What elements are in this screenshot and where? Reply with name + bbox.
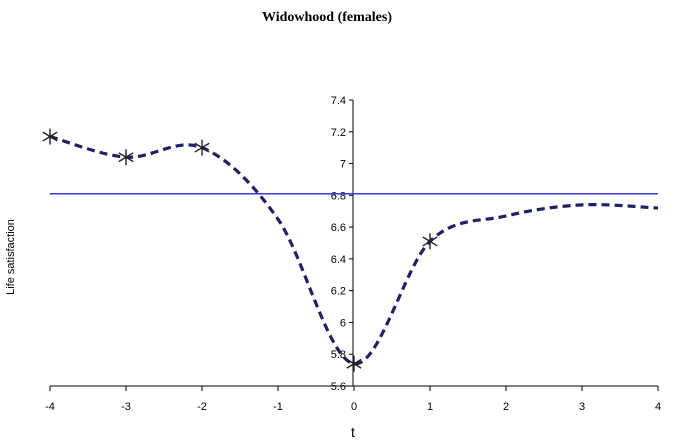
series-line (49, 135, 659, 366)
marker-stroke (194, 142, 210, 153)
marker-stroke (346, 358, 362, 369)
series-marker (422, 233, 438, 250)
x-tick-label: -2 (197, 401, 207, 413)
y-tick-label: 6.8 (331, 190, 346, 202)
marker-stroke (422, 236, 438, 247)
y-tick-label: 6 (340, 317, 346, 329)
y-tick-label: 7 (340, 159, 346, 171)
x-tick-label: -4 (45, 401, 55, 413)
x-tick-label: 4 (655, 401, 661, 413)
x-tick-label: 0 (351, 401, 357, 413)
chart-title: Widowhood (females) (262, 10, 392, 25)
series-marker (42, 128, 58, 145)
axes: -4 -3 -2 -1 0 1 2 3 4 5.6 5.8 6 6.2 6.4 6.6 6.8 7 7.2 7.4 (45, 95, 661, 413)
x-tick-label: 2 (503, 401, 509, 413)
x-tick-label: 1 (427, 401, 433, 413)
marker-stroke (42, 131, 58, 142)
series-marker (346, 355, 362, 372)
series-marker (194, 139, 210, 156)
x-tick-label: -1 (273, 401, 283, 413)
x-tick-label: 3 (579, 401, 585, 413)
y-tick-label: 7.2 (331, 127, 346, 139)
y-axis-title: Life satisfaction (5, 219, 17, 295)
marker-stroke (118, 152, 134, 163)
y-tick-label: 5.8 (331, 349, 346, 361)
x-axis-title: t (351, 424, 355, 440)
series-layer (49, 135, 659, 366)
y-tick-label: 6.6 (331, 222, 346, 234)
y-tick-label: 5.6 (331, 381, 346, 393)
y-tick-label: 6.4 (331, 254, 346, 266)
y-tick-label: 7.4 (331, 95, 346, 107)
y-tick-label: 6.2 (331, 286, 346, 298)
x-tick-label: -3 (121, 401, 131, 413)
marker-layer (42, 128, 438, 372)
series-marker (118, 149, 134, 166)
